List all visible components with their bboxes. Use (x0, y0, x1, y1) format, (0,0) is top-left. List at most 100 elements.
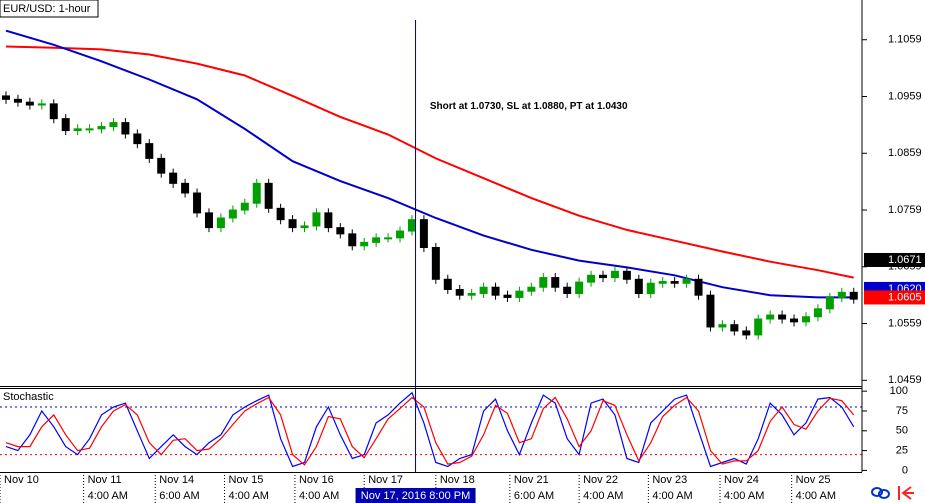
candle-body (109, 122, 118, 128)
candle-body (360, 241, 369, 247)
x-tick-label: Nov 10 (4, 474, 39, 486)
candle-body (849, 291, 858, 300)
candle-body (587, 274, 596, 283)
candle-body (419, 219, 428, 248)
stochastic-line (5, 396, 855, 466)
candle-body (121, 122, 130, 135)
link-icon[interactable] (871, 487, 883, 497)
y-tick-label: 100 (890, 385, 908, 397)
candle-body (49, 103, 58, 120)
candle-body (384, 237, 393, 240)
y-tick-label: 1.0759 (888, 204, 922, 216)
candle-body (181, 182, 190, 194)
chart-title: EUR/USD: 1-hour (3, 3, 91, 15)
candle-body (276, 207, 285, 221)
x-tick-label: Nov 25 (796, 474, 831, 486)
candle-body (288, 219, 297, 229)
candle-body (25, 101, 34, 106)
candle-body (300, 225, 309, 229)
title-box (0, 0, 99, 18)
x-tick-label: Nov 11 (88, 474, 122, 486)
x-tick-label: Nov 17 (368, 474, 403, 486)
y-tick-label: 50 (896, 425, 908, 437)
candle-body (766, 314, 775, 320)
x-tick-label: Nov 18 (440, 474, 475, 486)
candle-body (240, 202, 249, 211)
toolbar-icons[interactable] (871, 486, 914, 500)
crosshair-label: Nov 17, 2016 8:00 PM (361, 490, 470, 502)
candle-body (837, 291, 846, 298)
x-tick-label: 4:00 AM (88, 490, 128, 502)
candle-body (157, 157, 166, 174)
candle-body (264, 182, 273, 209)
x-tick-label: 4:00 AM (583, 490, 623, 502)
candle-body (610, 270, 619, 279)
moving-average-line (5, 45, 854, 279)
price-label: 1.0605 (888, 291, 922, 303)
candle-body (622, 270, 631, 280)
candle-body (646, 282, 655, 294)
link-icon[interactable] (878, 489, 890, 499)
candle-body (193, 192, 202, 214)
candle-body (551, 277, 560, 288)
x-tick-label: Nov 15 (229, 474, 264, 486)
y-tick-label: 1.0459 (888, 374, 922, 386)
annotation: Short at 1.0730, SL at 1.0880, PT at 1.0… (430, 101, 628, 112)
x-tick-label: 6:00 AM (159, 490, 199, 502)
y-tick-label: 1.1059 (888, 34, 922, 46)
candle-body (682, 278, 691, 284)
y-tick-label: 1.0959 (888, 90, 922, 102)
panel-title: Stochastic (3, 391, 54, 403)
candle-body (742, 330, 751, 336)
crosshair-label-box (355, 488, 476, 503)
candle-body (825, 296, 834, 310)
x-tick-label: 4:00 AM (229, 490, 269, 502)
candle-body (718, 324, 727, 328)
candle-body (527, 286, 536, 292)
candle-body (790, 318, 799, 323)
x-tick-label: 4:00 AM (796, 490, 836, 502)
candle-body (348, 233, 357, 247)
candle-body (312, 212, 321, 227)
candle-body (431, 246, 440, 280)
candle-body (13, 98, 22, 103)
stochastic-line (5, 391, 855, 468)
y-tick-label: 25 (896, 445, 908, 457)
candle-body (563, 286, 572, 294)
candle-body (730, 324, 739, 332)
candle-body (336, 227, 345, 235)
candle-body (228, 209, 237, 219)
candle-body (658, 281, 667, 284)
moving-average-line (5, 29, 854, 299)
scroll-end-icon[interactable] (898, 486, 914, 500)
candle-body (61, 118, 70, 132)
candle-body (515, 290, 524, 298)
x-tick-label: Nov 16 (299, 474, 334, 486)
candle-body (133, 133, 142, 145)
price-label-box (864, 290, 925, 305)
x-tick-label: Nov 24 (724, 474, 759, 486)
candle-body (396, 230, 405, 239)
candle-body (778, 314, 787, 320)
x-tick-label: 4:00 AM (299, 490, 339, 502)
candle-body (324, 212, 333, 229)
candle-body (575, 281, 584, 294)
candle-body (455, 289, 464, 296)
candle-body (85, 128, 94, 131)
price-label-box (864, 252, 925, 267)
candle-body (599, 274, 607, 279)
candle-body (706, 294, 715, 328)
x-tick-label: Nov 14 (159, 474, 194, 486)
candle-body (491, 286, 500, 296)
candle-body (169, 172, 178, 184)
candle-body (2, 95, 10, 100)
candle-body (694, 278, 703, 296)
y-tick-label: 0 (902, 464, 908, 476)
candle-body (252, 182, 261, 204)
candle-body (216, 217, 225, 229)
y-tick-label: 1.0859 (888, 147, 922, 159)
candle-body (204, 212, 213, 229)
x-tick-label: Nov 21 (514, 474, 549, 486)
